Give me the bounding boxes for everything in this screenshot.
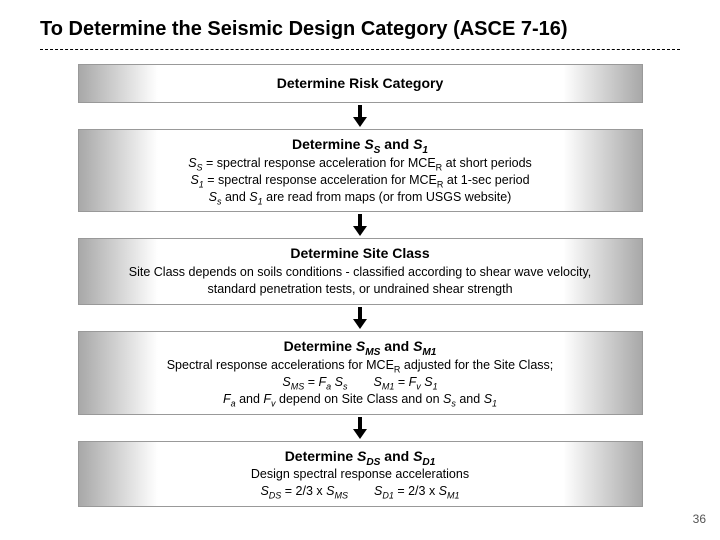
step-sds-sd1: Determine SDS and SD1 Design spectral re… (78, 441, 643, 508)
step-sms-sm1: Determine SMS and SM1 Spectral response … (78, 331, 643, 415)
step4-line1: Spectral response accelerations for MCER… (87, 357, 634, 374)
arrow-3 (78, 307, 643, 329)
step3-heading: Determine Site Class (87, 244, 634, 263)
page-title: To Determine the Seismic Design Category… (40, 18, 680, 41)
step5-line1: Design spectral response accelerations (87, 466, 634, 483)
step5-line2: SDS = 2/3 x SMSSD1 = 2/3 x SM1 (87, 483, 634, 500)
step1-heading: Determine Risk Category (87, 74, 634, 93)
step3-line1: Site Class depends on soils conditions -… (87, 264, 634, 281)
step3-line2: standard penetration tests, or undrained… (87, 281, 634, 298)
step4-line2: SMS = Fa SsSM1 = Fv S1 (87, 374, 634, 391)
step4-line3: Fa and Fv depend on Site Class and on Ss… (87, 391, 634, 408)
step4-heading: Determine SMS and SM1 (87, 337, 634, 356)
arrow-4 (78, 417, 643, 439)
step2-line1: SS = spectral response acceleration for … (87, 155, 634, 172)
step2-line2: S1 = spectral response acceleration for … (87, 172, 634, 189)
title-divider (40, 49, 680, 50)
page-number: 36 (693, 512, 706, 526)
step2-line3: Ss and S1 are read from maps (or from US… (87, 189, 634, 206)
flowchart: Determine Risk Category Determine SS and… (78, 64, 643, 507)
step-risk-category: Determine Risk Category (78, 64, 643, 103)
step5-heading: Determine SDS and SD1 (87, 447, 634, 466)
arrow-2 (78, 214, 643, 236)
step-ss-s1: Determine SS and S1 SS = spectral respon… (78, 129, 643, 213)
arrow-1 (78, 105, 643, 127)
step2-heading: Determine SS and S1 (87, 135, 634, 154)
step-site-class: Determine Site Class Site Class depends … (78, 238, 643, 305)
